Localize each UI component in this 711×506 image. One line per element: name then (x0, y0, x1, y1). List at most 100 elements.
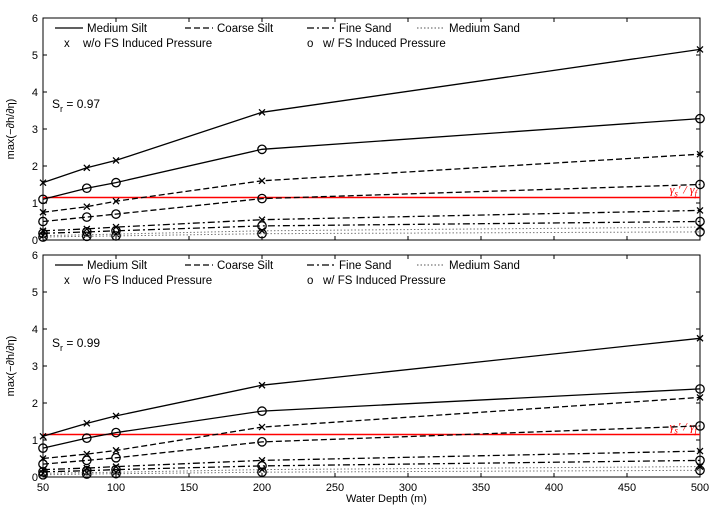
y-tick-label: 6 (32, 13, 38, 25)
y-tick-label: 4 (32, 87, 38, 99)
legend-marker-o: o (307, 38, 313, 50)
series-line-4 (42, 425, 701, 465)
series-line-3 (42, 396, 701, 460)
data-point-o (257, 193, 267, 204)
legend-marker-o: o (307, 275, 313, 287)
data-point-o (81, 455, 92, 466)
data-point-x (258, 423, 266, 431)
data-point-o (81, 469, 92, 479)
legend-entry: Medium Silt (87, 23, 148, 35)
series-line-5 (42, 209, 701, 232)
legend-entry: Coarse Silt (217, 23, 274, 35)
series-line-5 (42, 450, 701, 471)
x-tick-label: 500 (691, 482, 709, 494)
data-point-x (696, 447, 704, 455)
series-line-2 (42, 117, 701, 200)
data-point-o (695, 216, 705, 227)
series-line-8 (42, 231, 701, 238)
data-point-o (695, 179, 705, 190)
data-point-o (257, 144, 267, 155)
y-tick-label: 2 (32, 161, 38, 173)
data-point-x (83, 164, 91, 172)
series-line-4 (42, 183, 701, 223)
series-line-6 (42, 220, 701, 234)
legend: Medium Silt Coarse Silt Fine Sand Medium Sa… (55, 260, 520, 287)
x-tick-label: 150 (180, 482, 198, 494)
data-point-x (258, 466, 266, 474)
x-tick-label: 250 (326, 482, 344, 494)
series-line-3 (42, 153, 701, 213)
data-point-o (111, 427, 121, 438)
y-axis-label: max(−∂h/∂η) (5, 336, 17, 397)
chart-panel-2: 0 1 2 3 4 5 6 50 100 150 200 250 300 350 400 450 500 max(… (5, 250, 709, 505)
data-point-o (38, 466, 48, 477)
data-point-o (81, 433, 92, 443)
y-tick-label: 2 (32, 398, 38, 410)
data-point-x (696, 334, 704, 342)
x-tick-label: 200 (253, 482, 271, 494)
data-point-o (38, 194, 48, 205)
y-tick-label: 4 (32, 324, 38, 336)
data-point-o (695, 384, 705, 394)
data-point-o (38, 232, 48, 242)
data-point-o (111, 209, 121, 219)
y-tick-label: 5 (32, 287, 38, 299)
data-point-o (257, 406, 267, 416)
x-axis-label: Water Depth (m) (346, 493, 427, 505)
legend-entry: Fine Sand (339, 260, 391, 272)
legend-entry: Fine Sand (339, 23, 391, 35)
data-point-o (38, 216, 48, 227)
y-tick-label: 6 (32, 250, 38, 262)
plot-frame (42, 17, 701, 241)
series-line-7 (42, 226, 701, 237)
data-point-o (38, 469, 48, 480)
saturation-annotation: Sr = 0.97 (52, 97, 100, 114)
data-point-o (111, 177, 121, 188)
legend-entry: w/ FS Induced Pressure (322, 275, 446, 287)
x-tick-label: 50 (37, 482, 49, 494)
data-point-x (258, 227, 266, 235)
legend-entry: w/o FS Induced Pressure (82, 275, 212, 287)
data-point-o (111, 464, 121, 475)
y-tick-label: 0 (32, 235, 38, 247)
data-point-x (112, 197, 120, 205)
x-tick-label: 450 (618, 482, 636, 494)
data-point-o (695, 421, 705, 431)
legend: Medium Silt Coarse Silt Fine Sand Medium Sa… (55, 23, 520, 50)
data-point-x (39, 208, 47, 216)
legend-entry: Medium Sand (449, 260, 520, 272)
data-point-o (81, 212, 92, 222)
data-point-x (112, 463, 120, 471)
plot-frame (42, 254, 701, 478)
y-tick-label: 1 (32, 435, 38, 447)
legend-entry: Medium Silt (87, 260, 148, 272)
data-point-o (257, 467, 267, 478)
data-point-o (257, 228, 267, 239)
data-point-x (696, 206, 704, 214)
data-point-x (83, 419, 91, 427)
data-point-o (695, 455, 705, 466)
y-axis-label: max(−∂h/∂η) (5, 99, 17, 160)
legend-entry: w/o FS Induced Pressure (82, 38, 212, 50)
legend-marker-x: x (64, 275, 70, 287)
series-line-1 (42, 48, 701, 184)
data-point-x (258, 108, 266, 116)
series-line-7 (42, 466, 701, 474)
saturation-annotation: Sr = 0.99 (52, 336, 100, 353)
data-point-x (696, 393, 704, 401)
data-point-x (112, 412, 120, 420)
y-tick-label: 3 (32, 124, 38, 136)
y-tick-label: 5 (32, 50, 38, 62)
data-point-x (112, 446, 120, 454)
data-point-x (258, 177, 266, 185)
data-point-o (81, 227, 92, 237)
data-point-x (696, 150, 704, 158)
data-point-o (38, 443, 48, 453)
x-tick-label: 400 (545, 482, 563, 494)
y-tick-label: 0 (32, 472, 38, 484)
series-line-8 (42, 469, 701, 476)
series-line-1 (42, 337, 701, 437)
data-point-x (112, 156, 120, 164)
data-point-x (83, 225, 91, 233)
data-point-o (81, 231, 92, 242)
